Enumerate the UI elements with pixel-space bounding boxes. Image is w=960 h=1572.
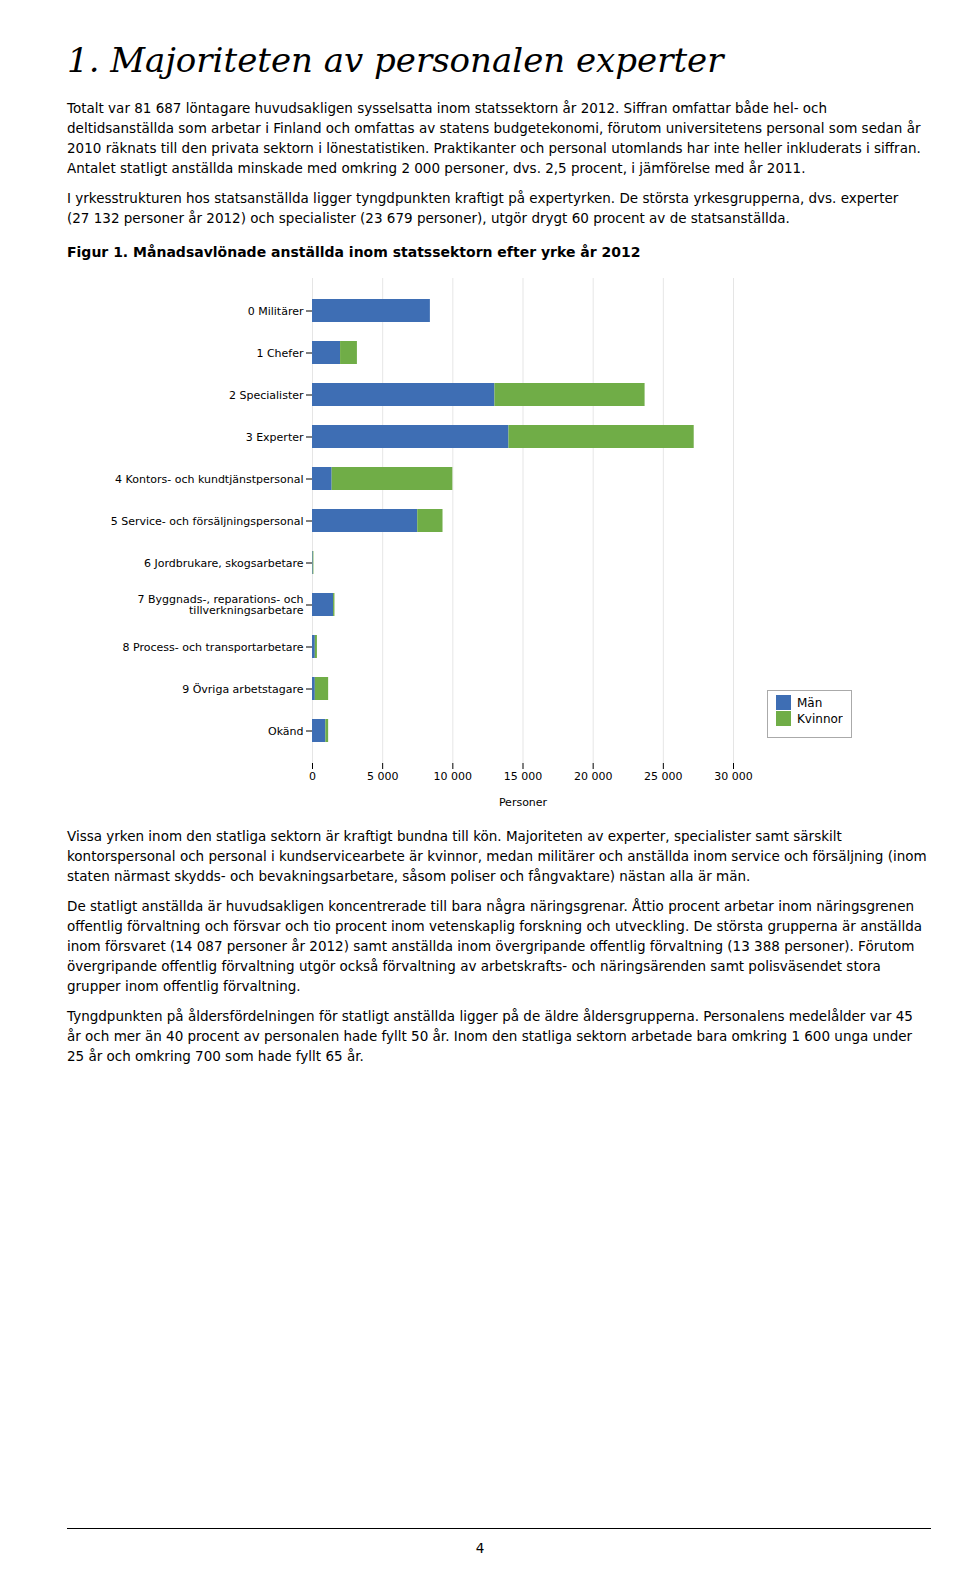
svg-text:25 000: 25 000 (644, 770, 683, 783)
svg-text:10 000: 10 000 (434, 770, 473, 783)
html-text:Män: Män (797, 695, 823, 710)
svg-text:30 000: 30 000 (714, 770, 753, 783)
html-text:Kvinnor: Kvinnor (797, 711, 843, 726)
html-text:Totalt var 81 687 löntagare hu: Totalt var 81 687 löntagare huvudsaklige… (67, 100, 921, 176)
svg-text:7 Byggnads-, reparations- ocht: 7 Byggnads-, reparations- ochtillverknin… (138, 593, 304, 617)
html-text:I yrkesstrukturen hos statsans: I yrkesstrukturen hos statsanställda lig… (67, 190, 899, 226)
svg-text:0: 0 (309, 770, 316, 783)
svg-text:8 Process- och transportarbeta: 8 Process- och transportarbetare (123, 641, 304, 654)
svg-text:6 Jordbrukare, skogsarbetare: 6 Jordbrukare, skogsarbetare (144, 557, 304, 570)
html-text:Figur 1. Månadsavlönade anstäl: Figur 1. Månadsavlönade anställda inom s… (67, 244, 641, 260)
svg-text:20 000: 20 000 (574, 770, 613, 783)
svg-text:0 Militärer: 0 Militärer (248, 305, 304, 318)
svg-text:5 Service- och försäljningsper: 5 Service- och försäljningspersonal (111, 515, 304, 528)
svg-text:1 Chefer: 1 Chefer (256, 347, 304, 360)
svg-text:9 Övriga arbetstagare: 9 Övriga arbetstagare (182, 683, 304, 696)
svg-text:Okänd: Okänd (268, 725, 304, 738)
html-text:Vissa yrken inom den statliga: Vissa yrken inom den statliga sektorn är… (67, 828, 927, 884)
html-text:Tyngdpunkten på åldersfördelni: Tyngdpunkten på åldersfördelningen för s… (67, 1008, 913, 1064)
svg-text:15 000: 15 000 (504, 770, 543, 783)
html-text:1. Majoriteten av personalen e: 1. Majoriteten av personalen experter (67, 40, 724, 80)
html-text:De statligt anställda är huvud: De statligt anställda är huvudsakligen k… (67, 898, 922, 994)
svg-text:4 Kontors- och kundtjänstperso: 4 Kontors- och kundtjänstpersonal (115, 473, 303, 486)
svg-text:Personer: Personer (499, 796, 548, 809)
svg-text:5 000: 5 000 (367, 770, 399, 783)
html-text:4: 4 (475, 1540, 485, 1556)
svg-text:2 Specialister: 2 Specialister (229, 389, 304, 402)
svg-text:3 Experter: 3 Experter (246, 431, 304, 444)
